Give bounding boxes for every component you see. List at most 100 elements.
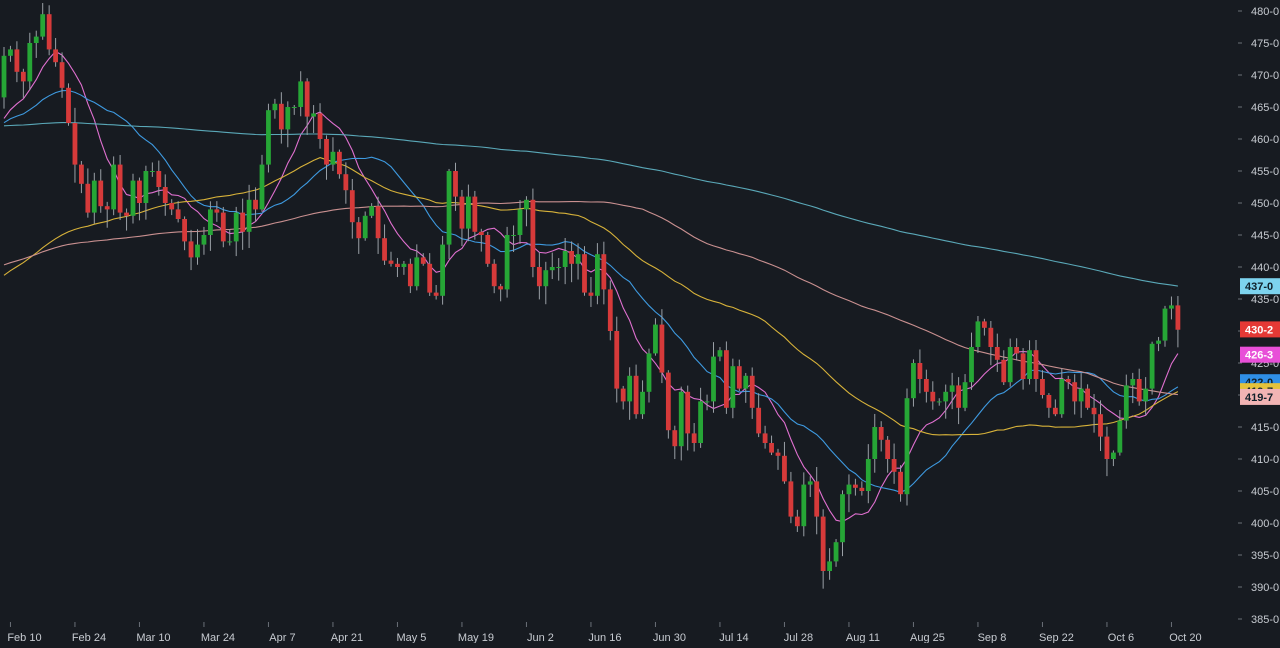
candle xyxy=(782,441,787,484)
ma-200-badge: 437-0 xyxy=(1240,278,1280,295)
candle-body xyxy=(240,212,246,232)
candle-body xyxy=(466,196,471,229)
candle-body xyxy=(685,391,691,434)
x-tick-label: Oct 20 xyxy=(1169,632,1201,643)
candle-body xyxy=(382,238,387,261)
candle-body xyxy=(956,385,961,408)
candle-body xyxy=(556,267,562,268)
candle-body xyxy=(730,366,736,408)
candle xyxy=(1033,340,1039,392)
badge-text: 437-0 xyxy=(1245,281,1273,293)
candle-body xyxy=(362,215,368,239)
candle-body xyxy=(794,516,800,527)
candle-body xyxy=(401,263,407,267)
candle xyxy=(833,539,839,567)
candle-body xyxy=(214,209,220,213)
candle xyxy=(975,315,981,353)
candle xyxy=(362,211,368,241)
candle xyxy=(182,216,187,251)
candle xyxy=(143,165,149,220)
candle xyxy=(588,276,594,307)
candle-body xyxy=(124,212,129,216)
candle xyxy=(1175,296,1181,348)
candle-body xyxy=(285,107,291,130)
candle xyxy=(440,235,445,305)
candle-body xyxy=(756,407,762,434)
candle xyxy=(1072,374,1078,415)
candle xyxy=(466,184,471,242)
y-tick-label: 460-0 xyxy=(1251,134,1279,146)
candle-body xyxy=(420,257,426,264)
candle-body xyxy=(1046,395,1052,408)
candle-body xyxy=(14,49,20,72)
candle xyxy=(936,398,942,406)
candle-body xyxy=(143,171,149,203)
candle xyxy=(794,509,800,532)
candle xyxy=(14,41,20,83)
candle-body xyxy=(530,199,536,267)
y-tick-label: 450-0 xyxy=(1251,198,1279,210)
candle-body xyxy=(640,391,645,415)
candle-body xyxy=(536,267,542,287)
candle xyxy=(930,381,936,410)
candle xyxy=(769,435,774,456)
candle xyxy=(1143,377,1149,416)
candle xyxy=(285,101,291,148)
candle xyxy=(911,359,916,407)
candle xyxy=(201,226,207,255)
x-tick-label: Jun 30 xyxy=(653,632,686,643)
candle xyxy=(233,206,239,257)
candle-body xyxy=(175,209,181,219)
candle-body xyxy=(853,484,858,488)
candle xyxy=(311,105,316,134)
candle-body xyxy=(614,331,620,389)
candle xyxy=(575,243,581,280)
y-tick-label: 410-0 xyxy=(1251,454,1279,466)
candle xyxy=(485,231,491,267)
candle-body xyxy=(923,379,929,392)
candle xyxy=(1130,372,1136,404)
y-tick-label: 480-0 xyxy=(1251,6,1279,18)
candle-body xyxy=(407,263,413,287)
candle xyxy=(72,107,78,183)
candle xyxy=(633,364,639,419)
candle xyxy=(711,342,716,413)
candle xyxy=(969,332,974,390)
candle xyxy=(562,237,568,285)
x-tick-label: Apr 21 xyxy=(331,632,363,643)
candles-layer xyxy=(1,3,1181,589)
candle-body xyxy=(1156,340,1161,344)
candle-body xyxy=(220,212,226,242)
y-tick-label: 395-0 xyxy=(1251,550,1279,562)
x-tick-label: Aug 25 xyxy=(910,632,945,643)
candle xyxy=(1117,410,1123,456)
candle-body xyxy=(898,471,903,495)
candle xyxy=(272,98,278,119)
candle-body xyxy=(1136,379,1142,402)
y-tick-label: 435-0 xyxy=(1251,294,1279,306)
candle xyxy=(240,198,246,250)
candle xyxy=(478,228,484,252)
candle-body xyxy=(1143,388,1149,402)
y-tick-label: 415-0 xyxy=(1251,422,1279,434)
candle-body xyxy=(827,561,832,571)
ma-200-line xyxy=(3,122,1178,287)
candle xyxy=(195,229,200,265)
candle xyxy=(188,229,194,271)
candle xyxy=(401,260,407,275)
candle xyxy=(349,178,355,239)
candle-body xyxy=(498,286,504,290)
y-tick-label: 390-0 xyxy=(1251,582,1279,594)
candle xyxy=(511,225,516,252)
candle xyxy=(556,258,562,281)
candle-body xyxy=(104,206,110,210)
candle xyxy=(330,137,336,171)
candle-body xyxy=(337,151,342,175)
candle xyxy=(388,251,394,267)
candle xyxy=(446,168,452,260)
candle xyxy=(517,200,523,244)
candle xyxy=(943,384,949,419)
candle-body xyxy=(672,430,678,447)
